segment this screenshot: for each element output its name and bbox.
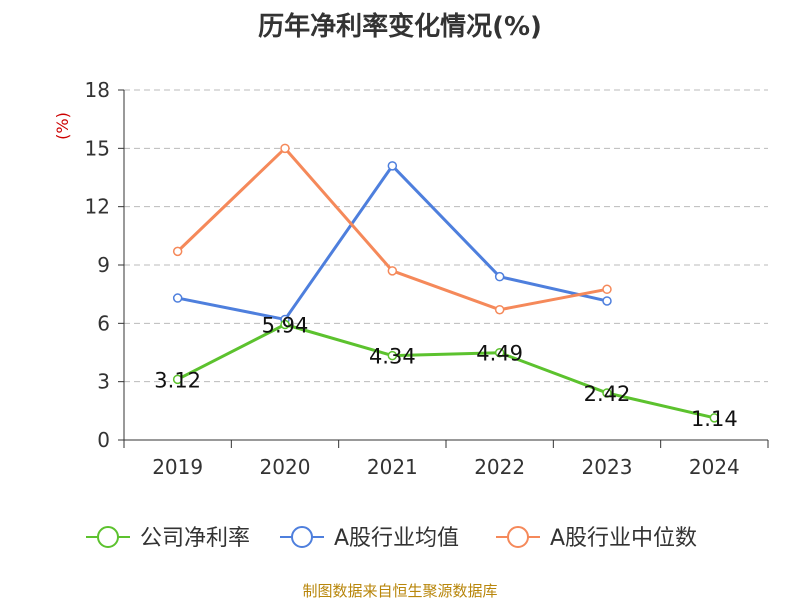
- x-tick-label: 2021: [367, 455, 418, 479]
- grid-lines: [124, 89, 768, 383]
- legend-label: A股行业均值: [334, 526, 459, 551]
- data-point: [602, 284, 612, 295]
- source-note: 制图数据来自恒生聚源数据库: [302, 582, 498, 600]
- data-label: 4.49: [476, 342, 523, 366]
- y-tick-label: 3: [97, 370, 110, 394]
- x-tick-label: 2019: [152, 455, 203, 479]
- legend-swatch-marker: [291, 526, 313, 548]
- y-tick-label: 15: [85, 136, 110, 160]
- x-tick-label: 2022: [474, 455, 525, 479]
- data-point: [602, 296, 612, 306]
- legend: 公司净利率 A股行业均值 A股行业中位数: [86, 526, 697, 551]
- data-label: 3.12: [154, 368, 201, 392]
- legend-label: A股行业中位数: [550, 526, 697, 551]
- series-line: [176, 323, 715, 420]
- legend-item: A股行业均值: [280, 526, 459, 551]
- data-point: [172, 374, 183, 385]
- data-point: [280, 319, 290, 330]
- data-point: [387, 161, 398, 171]
- data-point: [494, 304, 505, 315]
- legend-swatch-marker: [507, 526, 529, 548]
- y-tick-label: 6: [97, 311, 110, 335]
- x-tick-label: 2020: [260, 455, 311, 479]
- data-label: 4.34: [369, 345, 416, 369]
- legend-swatch-marker: [97, 526, 119, 548]
- y-tick-label: 9: [97, 253, 110, 277]
- data-point: [172, 246, 183, 257]
- axes: 0 3 6 9 12 15 18 (%) 2019 2020 2021 2022 2023 2024: [53, 78, 769, 479]
- data-labels: 3.12 5.94 4.34 4.49 2.42 1.14: [154, 314, 737, 431]
- y-tick-label: 0: [97, 428, 110, 452]
- data-label: 5.94: [262, 314, 309, 338]
- legend-item: A股行业中位数: [496, 526, 697, 551]
- data-point: [280, 143, 290, 154]
- y-tick-label: 12: [85, 195, 110, 219]
- series-lines: [172, 143, 720, 423]
- data-point: [602, 388, 612, 398]
- data-label: 1.14: [691, 407, 738, 431]
- data-point: [494, 347, 505, 358]
- data-label: 2.42: [584, 382, 631, 406]
- data-point: [709, 413, 720, 423]
- data-point: [494, 271, 505, 282]
- x-tick-label: 2024: [689, 455, 740, 479]
- legend-item: 公司净利率: [86, 526, 250, 551]
- x-tick-label: 2023: [582, 455, 633, 479]
- y-axis-unit-label: (%): [53, 112, 72, 140]
- data-point: [172, 293, 183, 303]
- chart-title: 历年净利率变化情况(%): [258, 12, 542, 42]
- y-tick-label: 18: [85, 78, 110, 102]
- legend-label: 公司净利率: [140, 526, 250, 551]
- data-point: [387, 350, 398, 361]
- data-point: [387, 266, 398, 276]
